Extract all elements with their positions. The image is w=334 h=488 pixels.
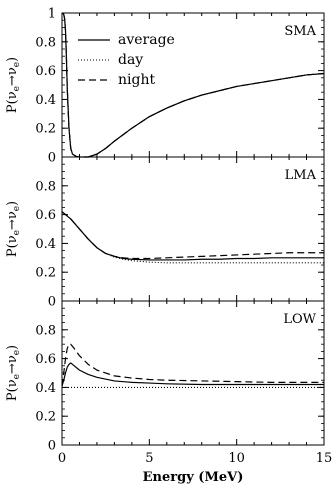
x-tick-label: 15	[316, 451, 333, 466]
series-line-average-lma	[61, 211, 324, 261]
y-axis-label-part: →ν	[5, 211, 20, 230]
series-line-night-low	[61, 343, 324, 387]
y-axis-label-part: )	[5, 201, 20, 206]
y-axis-label-subscript: e	[12, 230, 22, 235]
y-tick-label-lma: 0.4	[35, 237, 56, 252]
y-axis-label-low: P(νe→νe)	[5, 345, 22, 401]
y-tick-label-low: 0.8	[35, 323, 56, 338]
y-tick-label-low: 0.2	[35, 410, 56, 425]
series-line-average-low	[61, 362, 324, 387]
y-axis-label-sma: P(νe→νe)	[5, 57, 22, 113]
x-axis-label: Energy (MeV)	[143, 470, 244, 485]
panel-title-sma: SMA	[284, 24, 316, 39]
y-axis-label-subscript: e	[12, 350, 22, 355]
panel-title-lma: LMA	[285, 168, 317, 183]
y-axis-label-part: →ν	[5, 67, 20, 86]
y-axis-label-subscript: e	[12, 374, 22, 379]
y-axis-label-part: )	[5, 345, 20, 350]
y-axis-label-subscript: e	[12, 86, 22, 91]
y-tick-label-sma: 0.6	[35, 64, 56, 79]
y-tick-label-lma: 0.2	[35, 266, 56, 281]
series-line-night-sma	[62, 12, 325, 158]
x-tick-label: 0	[58, 451, 66, 466]
legend-label-night: night	[118, 72, 155, 88]
series-line-night-lma	[61, 211, 324, 260]
x-tick-label: 5	[145, 451, 153, 466]
y-tick-label-sma: 1	[48, 7, 56, 22]
series-line-day-lma	[61, 211, 324, 264]
y-axis-label-lma: P(νe→νe)	[5, 201, 22, 257]
y-axis-label-part: →ν	[5, 355, 20, 374]
panel-title-low: LOW	[283, 312, 316, 327]
y-axis-label-subscript: e	[12, 206, 22, 211]
y-tick-label-low: 0.6	[35, 352, 56, 367]
y-tick-label-sma: 0.8	[35, 35, 56, 50]
y-tick-label-sma: 0.4	[35, 93, 56, 108]
y-tick-label-sma: 0	[48, 151, 56, 166]
legend-label-day: day	[118, 52, 143, 68]
y-tick-label-low: 0.4	[35, 381, 56, 396]
y-tick-label-lma: 0.6	[35, 208, 56, 223]
y-tick-label-lma: 0.8	[35, 179, 56, 194]
x-tick-label: 10	[228, 451, 245, 466]
y-axis-label-part: P(ν	[5, 91, 20, 113]
y-tick-label-sma: 0.2	[35, 122, 56, 137]
y-tick-label-low: 0	[48, 439, 56, 454]
y-axis-label-part: P(ν	[5, 379, 20, 401]
y-axis-label-subscript: e	[12, 62, 22, 67]
y-axis-label-part: )	[5, 57, 20, 62]
y-axis-label-part: P(ν	[5, 235, 20, 257]
y-tick-label-lma: 0	[48, 295, 56, 310]
legend-label-average: average	[118, 32, 175, 48]
